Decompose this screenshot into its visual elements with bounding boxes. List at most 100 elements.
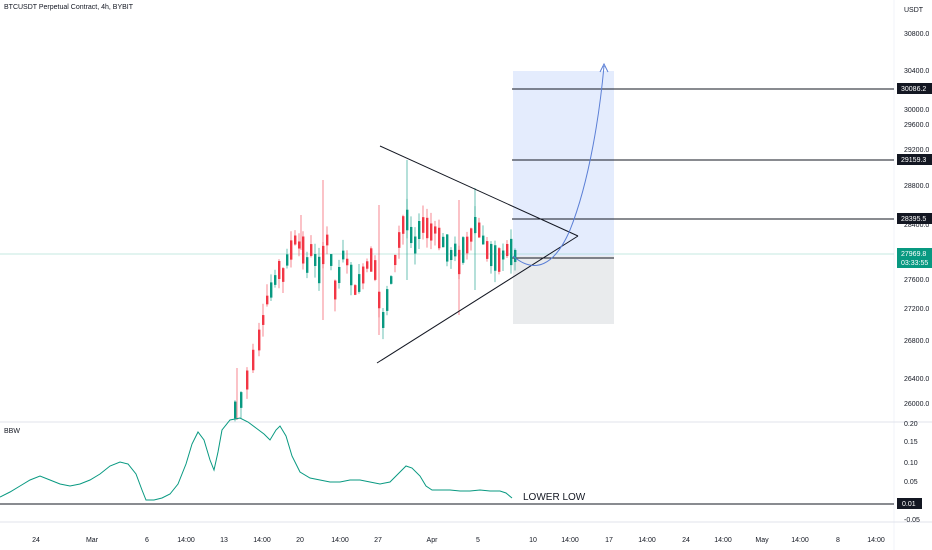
time-tick-label: 17 [605, 537, 613, 544]
candle-body [466, 236, 469, 254]
candle-body [454, 243, 457, 257]
candle-body [490, 243, 493, 267]
projection-curve[interactable] [512, 65, 605, 266]
long-position-target-zone[interactable] [513, 71, 614, 256]
bbw-indicator-label[interactable]: BBW [4, 428, 20, 435]
candle-body [434, 226, 437, 234]
candle-body [314, 254, 317, 266]
candle-body [282, 268, 285, 282]
candle-body [410, 226, 413, 244]
target1-badge [897, 83, 932, 94]
candle-body [234, 401, 237, 419]
triangle-lower-trendline[interactable] [376, 235, 579, 364]
candle-body [290, 240, 293, 260]
candle-body [262, 315, 265, 325]
countdown-text: 03:33:55 [901, 260, 928, 267]
price-tick-label: 30400.0 [904, 68, 929, 75]
candle-body [446, 234, 449, 262]
candle-body [334, 280, 337, 300]
candle-body [502, 250, 505, 260]
candle-body [350, 264, 353, 286]
candle-body [506, 243, 509, 257]
candle-body [386, 289, 389, 311]
candle-body [354, 285, 357, 295]
candle-body [482, 235, 485, 245]
candle-body [252, 349, 255, 371]
price-tick-label: 27600.0 [904, 277, 929, 284]
price-tick-label: 28400.0 [904, 222, 929, 229]
price-tick-label: 30000.0 [904, 107, 929, 114]
price-tick-label: 29600.0 [904, 122, 929, 129]
time-tick-label: 5 [476, 537, 480, 544]
price-tick-label: 26800.0 [904, 338, 929, 345]
candle-body [510, 238, 513, 266]
candle-body [402, 216, 405, 234]
candle-body [486, 241, 489, 259]
candle-body [390, 276, 393, 284]
candle-body [374, 260, 377, 280]
candle-body [326, 234, 329, 246]
price-tick-label: 30800.0 [904, 31, 929, 38]
candle-body [414, 236, 417, 254]
candle-body [514, 249, 517, 263]
price-tick-label: 28800.0 [904, 183, 929, 190]
price-tick-label: 26000.0 [904, 401, 929, 408]
price-axis[interactable]: 30800.0 30400.0 30000.0 29600.0 29200.0 28800… [904, 31, 929, 408]
currency-label: USDT [904, 7, 924, 14]
candle-body [286, 254, 289, 266]
time-tick-label: 14:00 [177, 537, 195, 544]
bbw-line [0, 417, 513, 501]
time-tick-label: Mar [86, 537, 99, 544]
candle-body [498, 248, 501, 272]
time-tick-label: May [755, 537, 769, 544]
candle-body [366, 261, 369, 269]
time-tick-label: 6 [145, 537, 149, 544]
candle-body [270, 282, 273, 298]
long-position-stop-zone[interactable] [513, 256, 614, 324]
candle-body [330, 254, 333, 266]
candle-body [338, 266, 341, 284]
time-axis[interactable]: 24 Mar 6 14:00 13 14:00 20 14:00 27 Apr 5 10 14:00 17… [32, 537, 885, 544]
time-tick-label: 24 [32, 537, 40, 544]
candle-body [426, 217, 429, 239]
time-tick-label: 14:00 [253, 537, 271, 544]
candle-body [358, 274, 361, 292]
candle-body [266, 295, 269, 305]
candle-body [394, 254, 397, 266]
candle-body [462, 237, 465, 263]
bbw-tick-label: 0.05 [904, 479, 918, 486]
candle-body [450, 249, 453, 261]
time-tick-label: 14:00 [561, 537, 579, 544]
candle-body [418, 221, 421, 239]
candle-body [422, 217, 425, 233]
time-tick-label: 20 [296, 537, 304, 544]
time-tick-label: 14:00 [638, 537, 656, 544]
price-tick-label: 26400.0 [904, 376, 929, 383]
candle-body [274, 275, 277, 285]
lower-low-annotation[interactable]: LOWER LOW [523, 492, 586, 503]
candle-body [430, 223, 433, 241]
price-tick-label: 27200.0 [904, 306, 929, 313]
candle-body [438, 227, 441, 249]
target2-badge-text: 29159.3 [901, 157, 926, 164]
candle-body [470, 228, 473, 242]
target3-badge [897, 213, 932, 224]
candle-body [478, 222, 481, 238]
candles-group [234, 160, 517, 422]
time-tick-label: 13 [220, 537, 228, 544]
candle-body [294, 235, 297, 245]
target1-badge-text: 30086.2 [901, 86, 926, 93]
time-tick-label: 24 [682, 537, 690, 544]
candle-body [278, 260, 281, 280]
candle-body [318, 256, 321, 284]
time-tick-label: 14:00 [331, 537, 349, 544]
bbw-tick-label: -0.05 [904, 517, 920, 524]
price-tick-label: 29200.0 [904, 147, 929, 154]
triangle-upper-trendline[interactable] [379, 145, 579, 237]
candle-body [302, 236, 305, 264]
bbw-level-badge-text: 0.01 [902, 501, 916, 508]
last-price-badge-text: 27969.8 [901, 251, 926, 258]
bbw-level-badge [897, 498, 922, 509]
candle-body [310, 244, 313, 256]
